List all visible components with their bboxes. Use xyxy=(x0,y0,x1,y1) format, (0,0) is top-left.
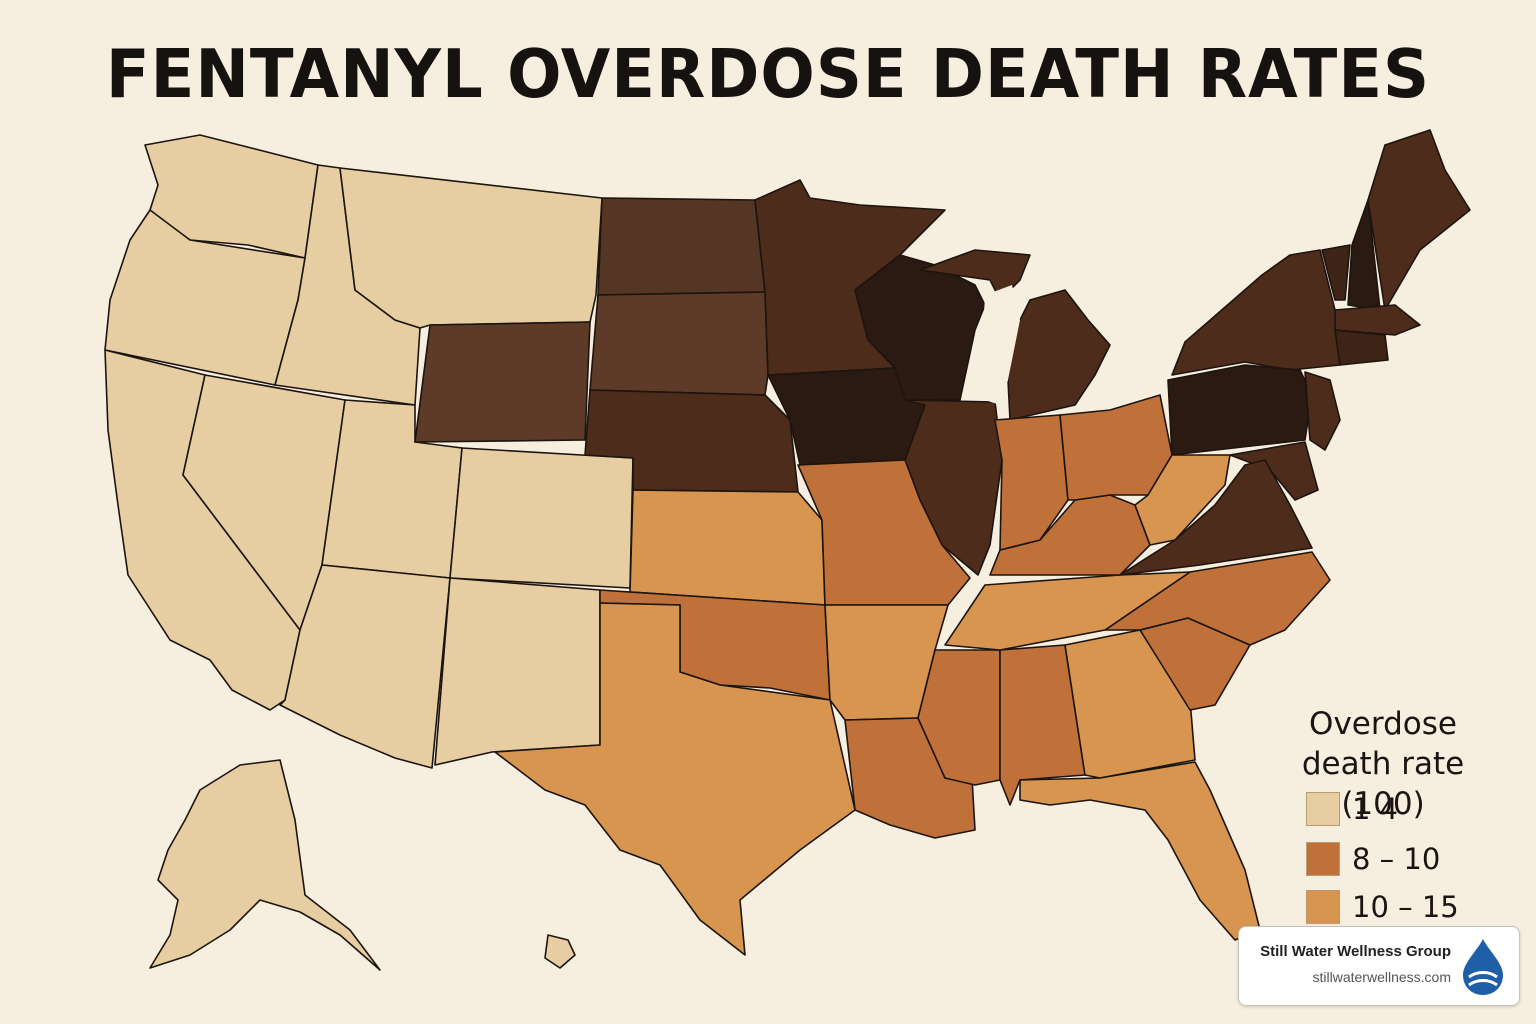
brand-name: Still Water Wellness Group xyxy=(1260,943,1451,960)
state-north-carolina[interactable] xyxy=(1104,551,1331,646)
legend-swatch xyxy=(1306,792,1340,826)
state-colorado[interactable] xyxy=(449,447,634,589)
state-north-dakota[interactable] xyxy=(597,197,766,296)
state-west-virginia[interactable] xyxy=(1134,454,1231,546)
state-alaska[interactable] xyxy=(149,759,381,971)
state-tennessee[interactable] xyxy=(944,571,1191,651)
state-hawaii[interactable] xyxy=(544,934,576,969)
state-south-dakota[interactable] xyxy=(589,291,769,396)
water-drop-icon xyxy=(1463,939,1503,995)
state-new-jersey[interactable] xyxy=(1304,371,1341,451)
legend-label: 10 – 15 xyxy=(1352,890,1459,924)
state-missouri[interactable] xyxy=(797,459,971,606)
legend-swatch xyxy=(1306,890,1340,924)
legend-title-line2: death rate (100) xyxy=(1301,746,1465,822)
legend-swatch xyxy=(1306,842,1340,876)
state-florida[interactable] xyxy=(1019,761,1261,941)
lake-michigan xyxy=(982,285,1020,405)
legend-label: 1 4 xyxy=(1352,792,1399,826)
state-texas[interactable] xyxy=(494,602,856,956)
state-massachusetts[interactable] xyxy=(1334,304,1421,336)
state-wyoming[interactable] xyxy=(414,321,591,443)
state-kansas[interactable] xyxy=(629,489,826,606)
legend-label: 8 – 10 xyxy=(1352,842,1441,876)
brand-url: stillwaterwellness.com xyxy=(1312,969,1451,985)
legend-title-line1: Overdose xyxy=(1309,706,1457,742)
brand-card[interactable]: Still Water Wellness Group stillwaterwel… xyxy=(1238,926,1520,1006)
state-vermont[interactable] xyxy=(1321,244,1351,301)
map-title: FENTANYL OVERDOSE DEATH RATES xyxy=(105,36,1431,114)
state-pennsylvania[interactable] xyxy=(1167,364,1313,456)
state-montana[interactable] xyxy=(339,167,603,329)
state-arizona[interactable] xyxy=(279,564,451,769)
state-virginia[interactable] xyxy=(1119,459,1313,576)
legend-title: Overdose death rate (100) xyxy=(1258,704,1508,824)
state-connecticut[interactable] xyxy=(1334,329,1389,366)
state-maine[interactable] xyxy=(1367,129,1471,311)
state-washington[interactable] xyxy=(144,134,319,259)
state-new-york[interactable] xyxy=(1171,249,1341,376)
state-wisconsin[interactable] xyxy=(854,254,986,401)
state-new-mexico[interactable] xyxy=(434,577,601,766)
